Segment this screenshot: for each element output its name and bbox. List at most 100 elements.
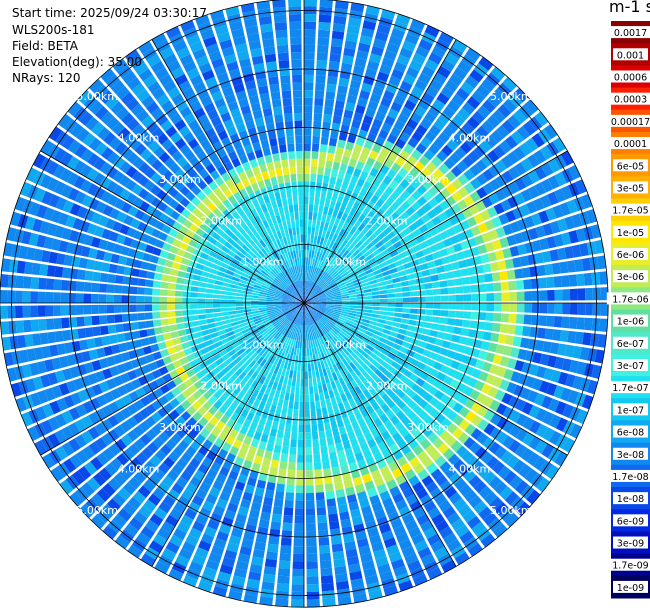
ray-gate	[453, 458, 466, 472]
ray-gate	[413, 462, 425, 475]
ray-gate	[290, 347, 295, 356]
ray-gate	[340, 288, 348, 293]
ray-gate	[338, 77, 350, 87]
ray-gate	[410, 19, 426, 31]
ray-gate	[567, 330, 577, 344]
ray-gate	[318, 279, 325, 286]
ray-gate	[426, 161, 438, 173]
ray-gate	[219, 39, 233, 50]
ray-gate	[349, 437, 359, 448]
ray-gate	[289, 304, 297, 307]
ray-gate	[92, 271, 101, 282]
ray-gate	[354, 240, 363, 249]
ray-gate	[167, 289, 176, 297]
ray-gate	[527, 153, 540, 168]
ray-gate	[290, 36, 302, 45]
ray-gate	[68, 317, 78, 328]
ray-gate	[315, 287, 322, 294]
ray-gate	[390, 162, 402, 173]
ray-gate	[217, 203, 227, 213]
ray-gate	[555, 401, 567, 416]
colorbar-label: 6e-07	[617, 339, 644, 350]
ray-gate	[226, 126, 237, 137]
ray-gate	[6, 227, 17, 242]
ray-gate	[304, 340, 307, 349]
ray-gate	[260, 203, 268, 213]
ray-gate	[104, 462, 118, 477]
ray-gate	[452, 402, 464, 414]
ray-gate	[187, 138, 199, 150]
ray-gate	[250, 327, 258, 334]
ray-gate	[293, 282, 298, 290]
ray-gate	[315, 276, 321, 284]
ray-gate	[310, 408, 316, 417]
ray-gate	[23, 276, 32, 289]
ray-gate	[332, 326, 340, 334]
ray-gate	[166, 380, 177, 390]
ray-gate	[78, 257, 88, 269]
ray-gate	[528, 436, 542, 450]
ray-gate	[170, 268, 179, 277]
ray-gate	[227, 250, 236, 258]
ray-gate	[270, 317, 278, 323]
ray-gate	[224, 509, 236, 520]
ray-gate	[366, 241, 375, 250]
ray-gate	[568, 230, 579, 244]
ray-gate	[265, 254, 273, 262]
ray-gate	[300, 371, 304, 380]
ray-gate	[304, 211, 308, 220]
ray-gate	[323, 113, 332, 123]
ray-gate	[174, 297, 183, 303]
ray-gate	[240, 3, 255, 13]
ray-gate	[358, 353, 367, 362]
ray-gate	[372, 333, 381, 341]
ray-gate	[322, 414, 330, 423]
ray-gate	[219, 333, 228, 341]
ray-gate	[279, 246, 285, 255]
ray-gate	[476, 392, 487, 404]
ray-gate	[262, 573, 276, 583]
ray-gate	[305, 272, 307, 281]
ray-gate	[519, 255, 529, 267]
ray-gate	[281, 384, 287, 393]
ray-gate	[433, 204, 444, 215]
ray-gate	[244, 484, 255, 494]
ray-gate	[342, 375, 350, 384]
ray-gate	[175, 283, 184, 291]
ray-gate	[263, 496, 274, 506]
ray-gate	[255, 407, 264, 417]
ray-gate	[137, 321, 147, 330]
ray-gate	[133, 471, 147, 484]
ray-gate	[304, 297, 310, 303]
ray-gate	[507, 151, 520, 165]
ray-gate	[463, 437, 476, 450]
ray-gate	[331, 192, 339, 202]
ray-gate	[261, 350, 269, 359]
ray-gate	[169, 131, 182, 144]
ray-gate	[230, 321, 239, 327]
ray-gate	[292, 316, 298, 324]
ray-gate	[305, 287, 308, 296]
ray-gate	[63, 458, 77, 473]
ray-gate	[53, 147, 67, 163]
ray-gate	[287, 377, 293, 386]
ray-gate	[285, 345, 290, 354]
ray-gate	[357, 204, 366, 214]
ray-gate	[402, 297, 411, 303]
ray-gate	[539, 290, 548, 301]
ray-gate	[205, 288, 214, 294]
ray-gate	[190, 74, 203, 87]
ray-gate	[455, 310, 464, 319]
ray-gate	[182, 575, 198, 587]
ray-gate	[297, 447, 304, 456]
ray-gate	[252, 166, 261, 176]
ray-gate	[0, 274, 9, 288]
ray-gates	[0, 0, 609, 608]
ray-gate	[296, 303, 304, 306]
ray-gate	[224, 254, 234, 262]
ray-gate	[271, 347, 278, 356]
ray-gate	[356, 50, 369, 60]
ray-gate	[446, 139, 459, 152]
ray-gate	[214, 65, 227, 76]
ray-gate	[399, 275, 408, 282]
